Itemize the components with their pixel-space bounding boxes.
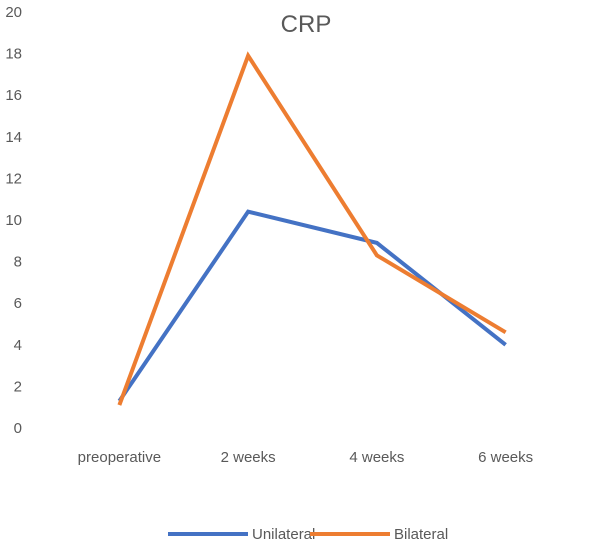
x-tick-label: 6 weeks	[478, 449, 533, 466]
y-axis-ticks: 0 2 4 6 8 10 12 14 16 18 20	[5, 4, 22, 437]
y-tick-label: 20	[5, 4, 22, 21]
y-tick-label: 8	[14, 254, 22, 271]
legend-label: Unilateral	[252, 526, 315, 543]
series-lines	[117, 51, 507, 406]
x-tick-label: preoperative	[78, 449, 161, 466]
y-tick-label: 18	[5, 46, 22, 63]
x-tick-label: 2 weeks	[221, 449, 276, 466]
x-tick-label: 4 weeks	[349, 449, 404, 466]
legend-item: Unilateral	[168, 526, 315, 543]
y-tick-label: 14	[5, 129, 22, 146]
legend-item: Bilateral	[310, 526, 448, 543]
chart-title: CRP	[281, 11, 332, 38]
x-axis-ticks: preoperative 2 weeks 4 weeks 6 weeks	[78, 449, 533, 466]
y-tick-label: 12	[5, 170, 22, 187]
series-line-bilateral	[117, 51, 507, 406]
series-line-unilateral	[117, 209, 507, 403]
y-tick-label: 0	[14, 420, 22, 437]
y-tick-label: 16	[5, 87, 22, 104]
legend: Unilateral Bilateral	[168, 526, 448, 543]
y-tick-label: 2	[14, 378, 22, 395]
y-tick-label: 6	[14, 295, 22, 312]
y-tick-label: 4	[14, 337, 22, 354]
y-tick-label: 10	[5, 212, 22, 229]
legend-label: Bilateral	[394, 526, 448, 543]
